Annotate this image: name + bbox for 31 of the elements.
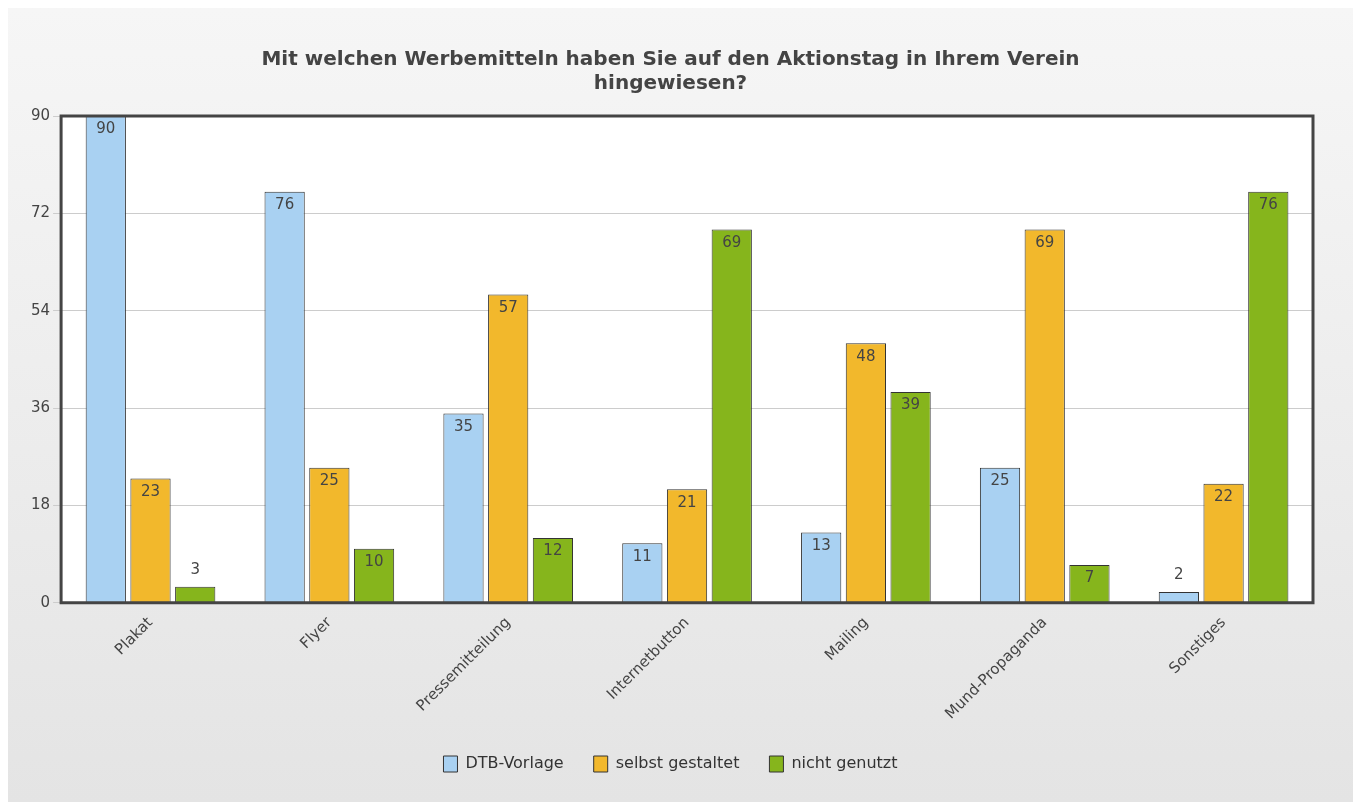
data-label: 25 (319, 471, 339, 490)
data-label: 23 (140, 481, 161, 500)
y-tick-label: 18 (30, 495, 51, 514)
data-label: 35 (453, 416, 474, 435)
data-label: 21 (677, 492, 697, 511)
data-label: 22 (1214, 487, 1234, 506)
data-label: 7 (1084, 568, 1095, 587)
chart-title: Mit welchen Werbemitteln haben Sie auf den Aktionstag in Ihrem Verein hingewiesen? (261, 46, 1080, 95)
y-tick-label: 72 (30, 203, 51, 222)
legend-label: nicht genutzt (791, 753, 898, 773)
legend-label: DTB-Vorlage (465, 753, 564, 773)
y-tick-label: 54 (30, 300, 51, 319)
data-label: 48 (856, 346, 876, 365)
data-label: 76 (275, 195, 295, 214)
data-label: 25 (990, 471, 1010, 490)
y-tick-label: 90 (30, 105, 51, 124)
y-tick-label: 36 (30, 398, 51, 417)
data-label: 10 (364, 552, 384, 571)
data-label: 76 (1258, 195, 1278, 214)
data-label: 3 (190, 560, 200, 579)
data-label: 2 (1174, 565, 1184, 584)
data-label: 69 (722, 232, 742, 251)
data-label: 13 (811, 535, 831, 554)
data-label: 12 (543, 541, 563, 560)
y-tick-label: 0 (40, 592, 51, 611)
data-label: 11 (632, 546, 652, 565)
data-label: 57 (498, 297, 518, 316)
legend-label: selbst gestaltet (615, 753, 740, 773)
data-label: 39 (901, 395, 921, 414)
data-label: 69 (1035, 232, 1055, 251)
data-label: 90 (96, 119, 116, 138)
